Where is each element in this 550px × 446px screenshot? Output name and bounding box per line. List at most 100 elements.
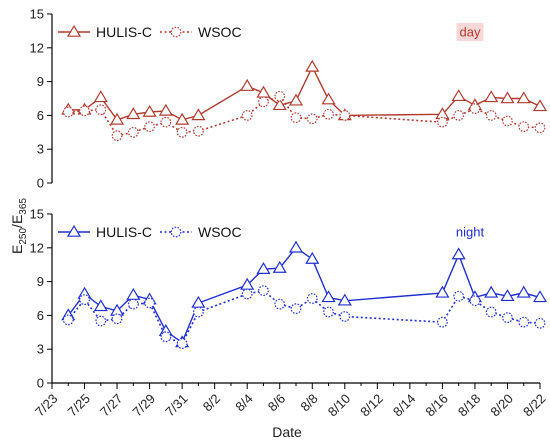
data-point-triangle <box>126 107 141 120</box>
x-axis: 7/23 7/25 7/27 7/29 7/31 8/2 8/4 8/6 8/8 8/10 8/12… <box>32 382 549 420</box>
data-point-circle <box>95 315 107 327</box>
data-point-triangle <box>240 78 255 91</box>
data-point-triangle <box>500 91 515 104</box>
data-point-circle <box>258 96 269 108</box>
data-point-triangle <box>516 91 531 104</box>
data-point-triangle <box>484 90 499 103</box>
legend: HULIS-C WSOC <box>58 24 242 40</box>
data-point-triangle <box>93 90 108 103</box>
x-tick-label: 8/8 <box>297 391 320 414</box>
data-point-circle <box>160 331 172 343</box>
data-point-circle <box>79 294 90 306</box>
data-point-triangle <box>272 260 287 273</box>
data-point-triangle <box>337 293 352 306</box>
y-tick-label: 9 <box>37 274 44 289</box>
y-axis-title: E250/E365 <box>9 198 29 254</box>
x-tick-label: 8/6 <box>265 391 288 414</box>
x-tick-label: 7/23 <box>32 391 61 420</box>
data-point-circle <box>176 338 188 349</box>
x-tick-label: 7/25 <box>65 391 94 420</box>
data-point-triangle <box>500 289 515 302</box>
data-point-circle <box>258 285 269 297</box>
data-point-circle <box>306 293 318 304</box>
data-point-circle <box>518 121 530 133</box>
data-point-circle <box>485 109 497 121</box>
data-point-circle <box>306 113 318 125</box>
data-point-circle <box>534 122 546 134</box>
data-point-triangle <box>305 59 320 72</box>
data-point-circle <box>241 288 253 300</box>
x-tick-label: 7/31 <box>162 391 191 420</box>
data-point-triangle <box>305 251 320 264</box>
data-point-circle <box>192 306 204 318</box>
data-point-circle <box>160 116 172 128</box>
series-line-hulis-c <box>67 246 541 344</box>
y-tick-label: 6 <box>37 308 44 323</box>
y-tick-label: 12 <box>30 40 44 55</box>
x-tick-label: 8/22 <box>520 391 549 420</box>
data-point-circle <box>339 311 351 322</box>
x-tick-label: 7/27 <box>97 391 126 420</box>
y-title-sep: /E <box>9 215 25 228</box>
data-point-circle <box>176 126 188 138</box>
data-point-circle <box>127 126 139 138</box>
data-point-triangle <box>272 98 287 111</box>
data-point-triangle <box>484 285 499 298</box>
data-point-circle <box>290 112 302 124</box>
data-point-triangle <box>288 240 304 253</box>
data-point-circle <box>453 290 465 302</box>
y-tick-label: 12 <box>30 240 44 255</box>
data-point-triangle <box>321 290 336 303</box>
legend-marker-circle <box>170 26 182 38</box>
x-tick-label: 8/20 <box>487 391 516 420</box>
data-point-circle <box>485 306 497 318</box>
x-tick-label: 8/12 <box>357 391 386 420</box>
legend-label: HULIS-C <box>96 24 152 40</box>
panel-day: 0 3 6 9 12 15 HULIS-C WSOC day <box>30 7 548 191</box>
legend-marker-triangle <box>66 224 82 237</box>
data-point-circle <box>111 130 123 142</box>
y-tick-label: 0 <box>37 376 44 391</box>
data-point-circle <box>323 306 334 318</box>
legend: HULIS-C WSOC <box>58 224 242 240</box>
data-point-circle <box>127 298 139 310</box>
data-point-circle <box>534 317 546 329</box>
y-tick-label: 9 <box>37 74 44 89</box>
data-point-circle <box>437 116 448 128</box>
data-point-circle <box>274 298 286 310</box>
data-point-circle <box>502 115 513 127</box>
y-title-sub1: 250 <box>18 228 29 245</box>
y-title-sub2: 365 <box>18 198 29 215</box>
data-point-circle <box>323 108 334 120</box>
data-point-circle <box>192 125 204 137</box>
data-point-circle <box>502 312 513 324</box>
data-point-circle <box>62 106 74 118</box>
data-point-circle <box>274 90 286 102</box>
y-tick-label: 15 <box>30 7 44 22</box>
data-point-circle <box>95 104 107 116</box>
data-point-triangle <box>256 85 271 98</box>
data-point-triangle <box>142 104 157 117</box>
data-point-triangle <box>435 285 450 298</box>
data-point-triangle <box>256 262 271 275</box>
data-point-triangle <box>288 93 304 106</box>
data-point-circle <box>518 316 530 328</box>
data-point-triangle <box>532 99 548 112</box>
data-point-circle <box>290 303 302 315</box>
series-line-wsoc <box>67 289 541 345</box>
y-title-main: E <box>9 245 25 254</box>
data-point-circle <box>469 103 481 115</box>
x-tick-label: 8/4 <box>232 391 255 414</box>
data-point-triangle <box>451 247 466 260</box>
data-point-triangle <box>93 299 108 312</box>
legend-marker-triangle <box>66 24 82 37</box>
data-point-circle <box>111 313 123 325</box>
data-point-triangle <box>321 92 336 105</box>
panel-night: 0 3 6 9 12 15 HULIS-C WSOC night <box>30 207 548 391</box>
data-point-circle <box>453 109 465 121</box>
x-tick-label: 8/14 <box>390 391 419 420</box>
data-point-circle <box>437 316 448 328</box>
data-point-circle <box>144 297 156 309</box>
